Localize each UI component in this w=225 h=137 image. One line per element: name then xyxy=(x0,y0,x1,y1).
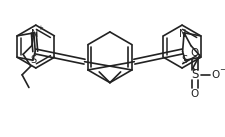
Text: O: O xyxy=(191,48,199,58)
Text: −: − xyxy=(219,65,225,75)
Text: +: + xyxy=(37,25,43,31)
Text: N: N xyxy=(31,29,38,39)
Text: S: S xyxy=(191,68,198,81)
Text: O: O xyxy=(211,70,219,80)
Text: S: S xyxy=(30,55,36,65)
Text: O: O xyxy=(191,89,199,99)
Text: S: S xyxy=(182,55,188,65)
Text: N: N xyxy=(179,29,187,39)
